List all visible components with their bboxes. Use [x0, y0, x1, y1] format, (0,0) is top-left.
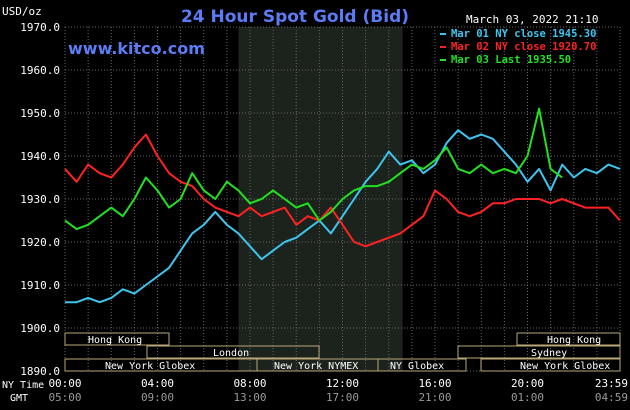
series-line-mar-03 [64, 107, 563, 231]
session-ny-globex-3-label: New York Globex [520, 361, 610, 372]
legend-mar03: Mar 03 Last 1935.50 [451, 54, 571, 66]
legend: Mar 01 NY close 1945.30 Mar 02 NY close … [440, 28, 596, 66]
series-line-mar-01 [65, 129, 621, 304]
session-bars: Hong Kong Hong Kong London Sydney New Yo… [64, 332, 621, 372]
session-hong-kong-1-label: Hong Kong [88, 335, 142, 346]
y-tick-label: 1930.0 [20, 193, 60, 206]
x-tick-label-gmt: 17:00 [326, 391, 359, 404]
x-tick-label-ny: 00:00 [48, 377, 81, 390]
chart-date: March 03, 2022 21:10 [466, 13, 598, 26]
session-sydney-label: Sydney [531, 348, 567, 359]
x-tick-label-ny: 12:00 [326, 377, 359, 390]
chart-title: 24 Hour Spot Gold (Bid) [181, 7, 409, 27]
session-ny-globex-3 [480, 358, 621, 372]
legend-swatch-mar03 [440, 59, 446, 61]
session-ny-globex-2-label: NY Globex [390, 361, 444, 372]
legend-mar01: Mar 01 NY close 1945.30 [451, 28, 596, 40]
x-tick-label-ny: 08:00 [233, 377, 266, 390]
session-sydney [457, 345, 621, 359]
x-tick-label-gmt: 21:00 [418, 391, 451, 404]
x-tick-label-gmt: 01:00 [511, 391, 544, 404]
site-label[interactable]: www.kitco.com [68, 39, 205, 58]
session-ny-nymex-label: New York NYMEX [274, 361, 358, 372]
x-tick-label-ny: 23:59 [595, 377, 628, 390]
x-tick-label-gmt: 09:00 [141, 391, 174, 404]
x-tick-label-gmt: 05:00 [48, 391, 81, 404]
price-series [64, 107, 621, 304]
session-ny-globex-1-label: New York Globex [105, 361, 195, 372]
session-hong-kong-2-label: Hong Kong [547, 335, 601, 346]
y-axis-ticks: 1890.0 1900.0 1910.0 1920.0 1930.0 1940.0 1950… [20, 21, 60, 378]
y-tick-label: 1950.0 [20, 107, 60, 120]
x-tick-label-gmt: 13:00 [233, 391, 266, 404]
x-tick-label-gmt: 04:59 [595, 391, 628, 404]
gmt-label: GMT [10, 393, 28, 404]
y-tick-label: 1900.0 [20, 322, 60, 335]
y-tick-label: 1940.0 [20, 150, 60, 163]
y-tick-label: 1920.0 [20, 236, 60, 249]
ny-time-label: NY Time [2, 380, 44, 391]
x-tick-label-ny: 20:00 [511, 377, 544, 390]
x-tick-label-ny: 16:00 [418, 377, 451, 390]
units-label: USD/oz [2, 5, 42, 18]
y-tick-label: 1910.0 [20, 279, 60, 292]
session-ny-globex-2 [377, 358, 467, 372]
series-line-mar-02 [64, 133, 621, 248]
session-hong-kong-1 [64, 332, 170, 346]
session-hong-kong-2 [516, 332, 621, 346]
y-tick-label: 1960.0 [20, 64, 60, 77]
x-tick-label-ny: 04:00 [141, 377, 174, 390]
session-london [146, 345, 320, 359]
session-london-label: London [213, 348, 249, 359]
legend-swatch-mar02 [440, 46, 446, 48]
legend-mar02: Mar 02 NY close 1920.70 [451, 41, 596, 53]
y-tick-label: 1890.0 [20, 365, 60, 378]
legend-swatch-mar01 [440, 33, 446, 35]
y-tick-label: 1970.0 [20, 21, 60, 34]
